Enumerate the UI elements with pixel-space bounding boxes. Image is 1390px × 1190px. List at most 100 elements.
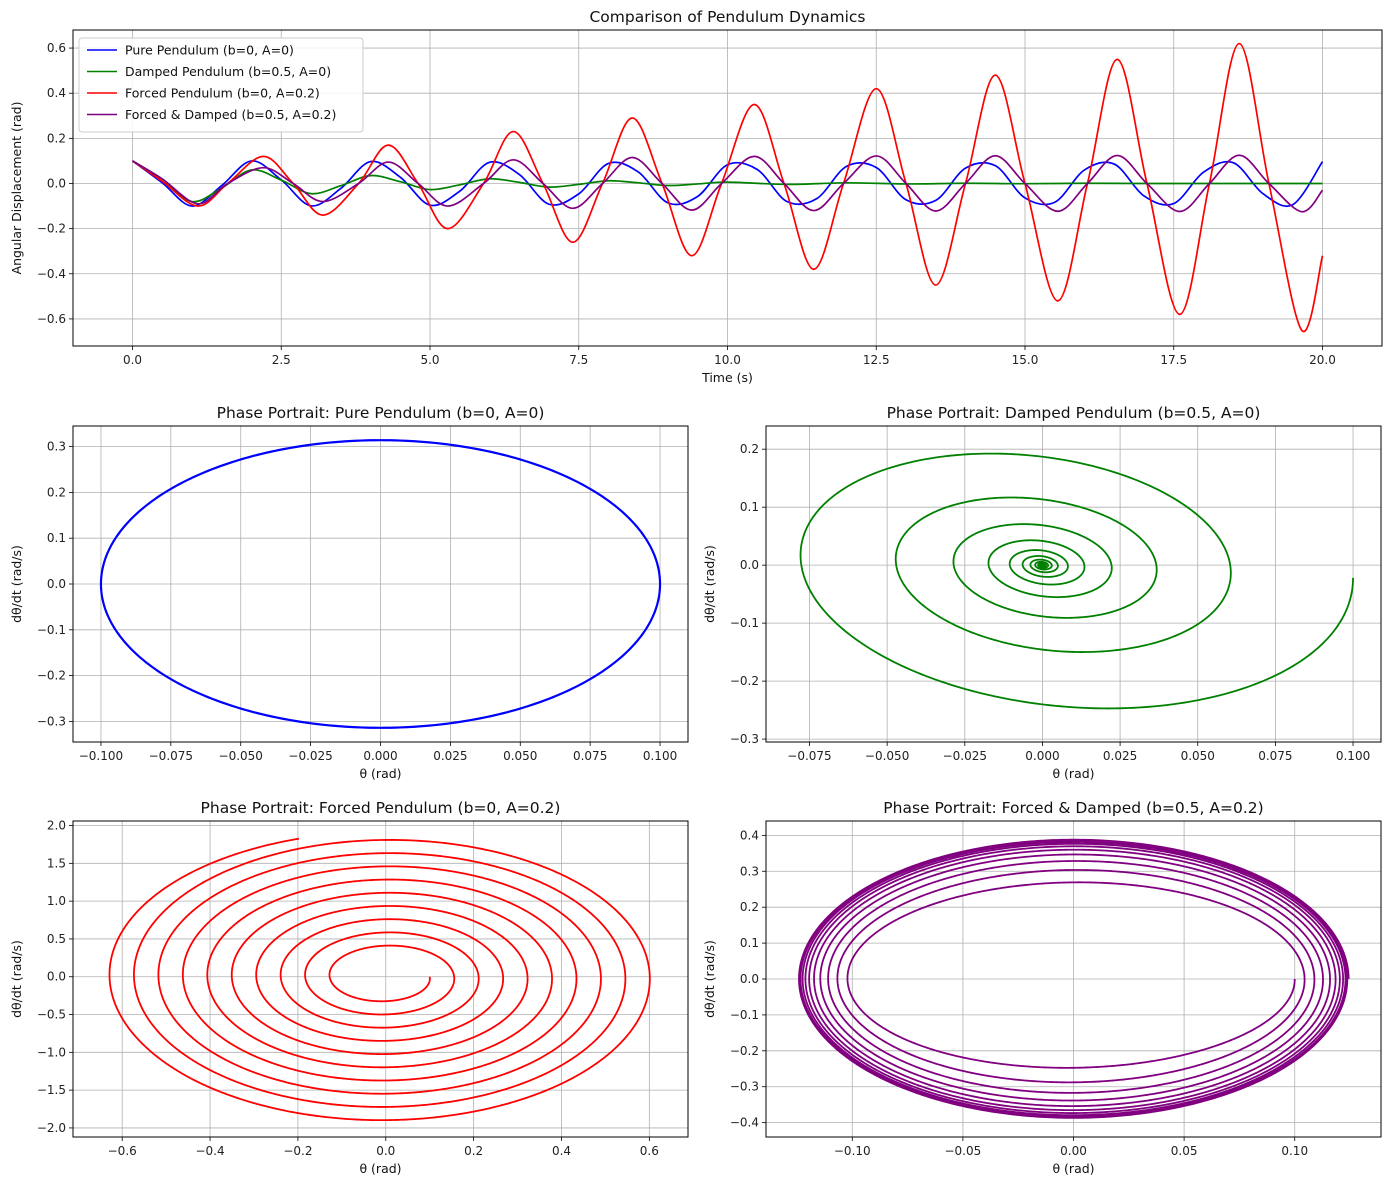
chart-title: Phase Portrait: Forced & Damped (b=0.5, … xyxy=(883,799,1263,817)
tick-marks: −0.100 −0.075 −0.050 −0.025 0.000 0.025 0.050 0… xyxy=(37,440,677,763)
x-tick-label: −0.075 xyxy=(149,749,193,763)
x-tick-label: 15.0 xyxy=(1012,353,1039,367)
x-tick-label: 17.5 xyxy=(1160,353,1187,367)
y-tick-label: −2.0 xyxy=(37,1121,66,1135)
y-tick-label: −0.1 xyxy=(730,616,759,630)
y-tick-label: 0.2 xyxy=(740,900,759,914)
legend: Pure Pendulum (b=0, A=0) Damped Pendulum… xyxy=(78,37,364,133)
chart-title: Phase Portrait: Pure Pendulum (b=0, A=0) xyxy=(217,404,545,422)
x-tick-label: 0.025 xyxy=(1103,749,1137,763)
y-tick-label: 1.5 xyxy=(47,856,66,870)
axes-frame xyxy=(72,820,689,1138)
x-tick-label: 12.5 xyxy=(863,353,890,367)
x-axis-label: Time (s) xyxy=(701,370,753,385)
y-tick-label: 0.1 xyxy=(740,936,759,950)
y-tick-label: −1.0 xyxy=(37,1045,66,1059)
tick-marks: −0.075 −0.050 −0.025 0.000 0.025 0.050 0.075 0.… xyxy=(730,442,1370,763)
y-tick-label: 0.2 xyxy=(47,131,66,145)
x-tick-label: 0.6 xyxy=(640,1144,659,1158)
phase-curve-pure xyxy=(99,439,662,729)
y-axis-label: Angular Displacement (rad) xyxy=(9,102,24,275)
legend-label-forced-damped: Forced & Damped (b=0.5, A=0.2) xyxy=(125,107,336,122)
y-tick-label: −0.1 xyxy=(730,1008,759,1022)
y-tick-label: −0.3 xyxy=(37,714,66,728)
y-tick-label: −0.1 xyxy=(37,623,66,637)
x-axis-label: θ (rad) xyxy=(359,766,401,781)
x-tick-label: −0.075 xyxy=(787,749,831,763)
x-tick-label: 7.5 xyxy=(569,353,588,367)
phase-forced-panel: −0.6 −0.4 −0.2 0.0 0.2 0.4 0.6 −2.0 −1.5 −1.0 −0.5… xyxy=(9,799,689,1176)
phase-curve-forced-damped xyxy=(798,838,1350,1119)
phase-pure-panel: −0.100 −0.075 −0.050 −0.025 0.000 0.025 0.050 0… xyxy=(9,404,689,781)
y-tick-label: 0.2 xyxy=(47,485,66,499)
phase-forced-damped-panel: −0.10 −0.05 0.00 0.05 0.10 −0.4 −0.3 −0.2 −0.1 0.… xyxy=(702,799,1382,1176)
x-tick-label: −0.4 xyxy=(195,1144,224,1158)
y-tick-label: −0.4 xyxy=(730,1116,759,1130)
chart-title: Phase Portrait: Forced Pendulum (b=0, A=… xyxy=(201,799,561,817)
phase-curve-forced xyxy=(108,837,651,1122)
y-tick-label: −0.2 xyxy=(37,669,66,683)
x-tick-label: 5.0 xyxy=(420,353,439,367)
x-tick-label: −0.050 xyxy=(219,749,263,763)
plot-area xyxy=(108,837,651,1122)
y-tick-label: 0.1 xyxy=(47,531,66,545)
x-axis-label: θ (rad) xyxy=(359,1161,401,1176)
x-tick-label: 0.0 xyxy=(376,1144,395,1158)
y-tick-label: 0.4 xyxy=(47,86,66,100)
grid-lines xyxy=(73,426,688,742)
x-tick-label: −0.6 xyxy=(108,1144,137,1158)
y-tick-label: −0.2 xyxy=(730,1044,759,1058)
legend-box xyxy=(78,37,364,133)
tick-marks: 0.0 2.5 5.0 7.5 10.0 12.5 15.0 17.5 20.0 −0.6 −0.4… xyxy=(37,41,1336,367)
y-tick-label: 0.6 xyxy=(47,41,66,55)
y-axis-label: dθ/dt (rad/s) xyxy=(9,940,24,1018)
x-tick-label: 0.000 xyxy=(363,749,397,763)
y-tick-label: −1.5 xyxy=(37,1083,66,1097)
x-tick-label: −0.10 xyxy=(834,1144,871,1158)
x-tick-label: −0.025 xyxy=(288,749,332,763)
legend-label-pure: Pure Pendulum (b=0, A=0) xyxy=(125,43,294,58)
y-tick-label: 0.5 xyxy=(47,932,66,946)
y-tick-label: 0.0 xyxy=(740,558,759,572)
x-tick-label: −0.025 xyxy=(943,749,987,763)
x-axis-label: θ (rad) xyxy=(1052,1161,1094,1176)
x-tick-label: 0.2 xyxy=(464,1144,483,1158)
x-tick-label: −0.050 xyxy=(865,749,909,763)
plot-area xyxy=(99,439,662,729)
y-tick-label: 0.0 xyxy=(47,176,66,190)
y-tick-label: −0.3 xyxy=(730,732,759,746)
legend-label-forced: Forced Pendulum (b=0, A=0.2) xyxy=(125,86,320,101)
tick-marks: −0.6 −0.4 −0.2 0.0 0.2 0.4 0.6 −2.0 −1.5 −1.0 −0.5… xyxy=(37,819,659,1158)
x-tick-label: −0.100 xyxy=(79,749,123,763)
y-tick-label: 2.0 xyxy=(47,819,66,833)
y-tick-label: 0.0 xyxy=(47,970,66,984)
y-tick-label: 0.0 xyxy=(47,577,66,591)
y-tick-label: −0.2 xyxy=(730,674,759,688)
x-tick-label: 20.0 xyxy=(1309,353,1336,367)
y-tick-label: −0.4 xyxy=(37,267,66,281)
y-axis-label: dθ/dt (rad/s) xyxy=(702,545,717,623)
y-tick-label: −0.2 xyxy=(37,222,66,236)
y-tick-label: 0.0 xyxy=(740,972,759,986)
y-tick-label: −0.5 xyxy=(37,1008,66,1022)
y-axis-label: dθ/dt (rad/s) xyxy=(702,940,717,1018)
x-tick-label: 0.4 xyxy=(552,1144,571,1158)
y-tick-label: −0.6 xyxy=(37,312,66,326)
chart-title: Comparison of Pendulum Dynamics xyxy=(589,8,865,26)
y-tick-label: 0.4 xyxy=(740,828,759,842)
axes-frame xyxy=(765,425,1382,743)
plot-area xyxy=(799,452,1354,710)
x-tick-label: −0.2 xyxy=(283,1144,312,1158)
x-tick-label: 0.100 xyxy=(1336,749,1370,763)
x-tick-label: 0.0 xyxy=(123,353,142,367)
y-tick-label: 0.3 xyxy=(47,440,66,454)
x-tick-label: 0.00 xyxy=(1060,1144,1087,1158)
x-tick-label: 0.075 xyxy=(1258,749,1292,763)
plot-area xyxy=(798,838,1350,1119)
x-tick-label: 0.075 xyxy=(573,749,607,763)
x-tick-label: 0.025 xyxy=(433,749,467,763)
x-tick-label: 0.050 xyxy=(503,749,537,763)
x-tick-label: −0.05 xyxy=(944,1144,981,1158)
